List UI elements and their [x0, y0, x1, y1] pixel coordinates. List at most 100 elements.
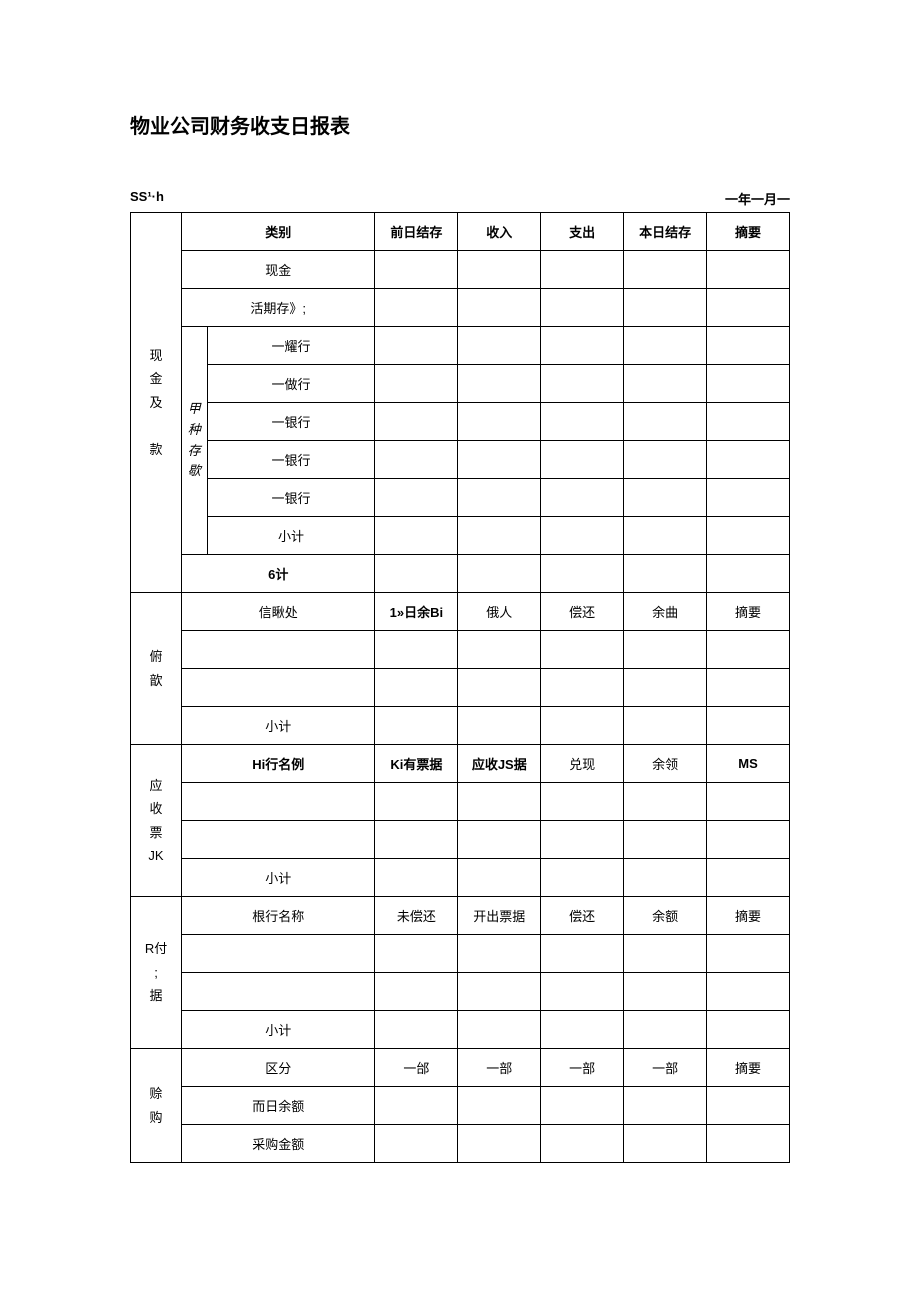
cell	[624, 1011, 707, 1049]
s2-r1	[182, 669, 375, 707]
s3-r0	[182, 783, 375, 821]
cell	[375, 251, 458, 289]
cell	[624, 935, 707, 973]
s1-r0: 现金	[182, 251, 375, 289]
cell	[541, 935, 624, 973]
cell	[707, 859, 790, 897]
s1-h0: 类别	[182, 213, 375, 251]
cell	[707, 251, 790, 289]
cell	[541, 1125, 624, 1163]
cell	[707, 441, 790, 479]
cell	[458, 1125, 541, 1163]
s5-h5: 摘要	[707, 1049, 790, 1087]
cell	[624, 365, 707, 403]
cell	[458, 1011, 541, 1049]
cell	[458, 365, 541, 403]
cell	[541, 783, 624, 821]
s2-h2: 俄人	[458, 593, 541, 631]
s4-h4: 余额	[624, 897, 707, 935]
cell	[458, 555, 541, 593]
cell	[541, 821, 624, 859]
s2-h1: 1»日余Bi	[375, 593, 458, 631]
cell	[375, 859, 458, 897]
cell	[375, 783, 458, 821]
cell	[375, 403, 458, 441]
cell	[541, 441, 624, 479]
cell	[375, 1087, 458, 1125]
cell	[624, 1125, 707, 1163]
cell	[707, 973, 790, 1011]
s4-h3: 偿还	[541, 897, 624, 935]
cell	[458, 631, 541, 669]
cell	[375, 555, 458, 593]
cell	[375, 669, 458, 707]
cell	[541, 555, 624, 593]
cell	[707, 935, 790, 973]
section5-label: 赊购	[131, 1049, 182, 1163]
cell	[624, 973, 707, 1011]
cell	[541, 631, 624, 669]
cell	[707, 821, 790, 859]
s3-h0: Hi行名例	[182, 745, 375, 783]
cell	[707, 365, 790, 403]
cell	[541, 1087, 624, 1125]
cell	[375, 441, 458, 479]
cell	[541, 479, 624, 517]
s3-r2: 小计	[182, 859, 375, 897]
cell	[707, 707, 790, 745]
cell	[707, 327, 790, 365]
cell	[458, 479, 541, 517]
cell	[541, 251, 624, 289]
cell	[458, 935, 541, 973]
meta-right: 一年一月一	[725, 189, 790, 208]
cell	[541, 1011, 624, 1049]
cell	[375, 365, 458, 403]
s3-h2: 应收JS据	[458, 745, 541, 783]
s1-total: 6计	[182, 555, 375, 593]
s2-h0: 信瞅处	[182, 593, 375, 631]
cell	[707, 1087, 790, 1125]
s1-r3: 一做行	[207, 365, 375, 403]
cell	[541, 517, 624, 555]
cell	[375, 707, 458, 745]
cell	[541, 859, 624, 897]
cell	[624, 555, 707, 593]
s4-h1: 未偿还	[375, 897, 458, 935]
s1-h3: 支出	[541, 213, 624, 251]
cell	[624, 479, 707, 517]
cell	[707, 1011, 790, 1049]
cell	[541, 707, 624, 745]
s2-r2: 小计	[182, 707, 375, 745]
s5-r1: 采购金额	[182, 1125, 375, 1163]
cell	[458, 1087, 541, 1125]
cell	[624, 783, 707, 821]
cell	[375, 517, 458, 555]
cell	[458, 783, 541, 821]
cell	[458, 859, 541, 897]
cell	[458, 821, 541, 859]
cell	[624, 859, 707, 897]
section4-label: R付;据	[131, 897, 182, 1049]
s3-h4: 余领	[624, 745, 707, 783]
cell	[458, 707, 541, 745]
s1-h2: 收入	[458, 213, 541, 251]
s5-h4: 一部	[624, 1049, 707, 1087]
cell	[707, 517, 790, 555]
s1-r2: 一耀行	[207, 327, 375, 365]
cell	[375, 821, 458, 859]
cell	[707, 669, 790, 707]
s5-h3: 一部	[541, 1049, 624, 1087]
s1-h1: 前日结存	[375, 213, 458, 251]
cell	[707, 289, 790, 327]
report-table: 现金及 款 类别 前日结存 收入 支出 本日结存 摘要 现金 活期存》; 甲种存…	[130, 212, 790, 1163]
cell	[624, 707, 707, 745]
cell	[458, 669, 541, 707]
cell	[541, 289, 624, 327]
s4-h0: 根行名称	[182, 897, 375, 935]
cell	[624, 631, 707, 669]
s5-r0: 而日余额	[182, 1087, 375, 1125]
s3-h1: Ki有票据	[375, 745, 458, 783]
s4-r1	[182, 973, 375, 1011]
cell	[541, 669, 624, 707]
cell	[375, 327, 458, 365]
